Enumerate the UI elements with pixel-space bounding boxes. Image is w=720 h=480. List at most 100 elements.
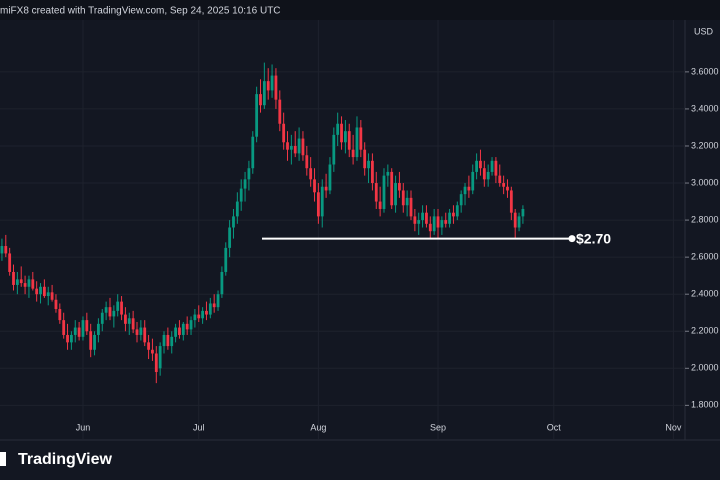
logo-mark — [0, 452, 6, 466]
candle-body — [27, 279, 31, 287]
candle-body — [274, 75, 278, 100]
candle-body — [93, 334, 96, 350]
candle-body — [266, 81, 270, 91]
y-tick-label: 1.8000 — [691, 400, 719, 410]
candle-body — [19, 279, 23, 284]
support-marker — [568, 235, 576, 243]
candle-body — [386, 171, 390, 176]
candle-body — [232, 216, 235, 228]
candle-body — [332, 134, 336, 165]
candle-body — [62, 320, 66, 335]
candle-body — [151, 349, 154, 354]
currency-label: USD — [694, 26, 714, 36]
candle-body — [120, 301, 123, 315]
candle-body — [58, 309, 62, 321]
candle-body — [0, 246, 4, 254]
candle-body — [320, 186, 324, 217]
candle-body — [475, 160, 479, 172]
logo: TradingView — [0, 451, 113, 468]
candle-body — [428, 223, 432, 232]
candle-body — [440, 220, 444, 228]
candle-body — [66, 334, 69, 343]
candle-body — [521, 208, 525, 217]
candle-body — [471, 171, 475, 191]
candle-body — [185, 323, 189, 330]
header-bar — [0, 0, 720, 20]
candle-body — [371, 160, 374, 184]
candle-body — [432, 216, 436, 232]
header-text: miFX8 created with TradingView.com, Sep … — [0, 6, 281, 17]
candle-body — [343, 131, 347, 143]
x-tick-label: Sep — [430, 422, 446, 432]
candle-body — [197, 314, 201, 319]
candle-body — [4, 246, 8, 254]
candle-body — [112, 310, 116, 317]
candle-body — [54, 299, 58, 310]
candle-body — [100, 312, 104, 324]
candle-body — [405, 197, 409, 206]
candle-body — [309, 168, 313, 180]
candle-body — [417, 220, 421, 224]
candle-body — [282, 123, 286, 143]
candle-body — [208, 303, 212, 315]
candle-body — [455, 205, 459, 217]
candle-body — [367, 160, 370, 169]
candle-body — [116, 301, 120, 311]
y-tick-label: 2.4000 — [691, 289, 719, 299]
candle-body — [139, 327, 143, 335]
candle-body — [50, 292, 54, 300]
candle-body — [270, 75, 274, 91]
candle-body — [413, 216, 417, 224]
candle-body — [104, 307, 108, 313]
candle-body — [301, 138, 305, 156]
candle-body — [73, 327, 77, 335]
x-tick-label: Jun — [76, 422, 91, 432]
candle-body — [189, 320, 193, 330]
candle-body — [81, 320, 85, 337]
candle-body — [452, 212, 455, 217]
candle-body — [463, 186, 467, 195]
grid: 1.8000 2.0000 2.2000 2.4000 2.6000 2.8000 3.00… — [0, 20, 719, 440]
candle-body — [347, 131, 351, 150]
candle-body — [506, 186, 509, 191]
candle-body — [305, 155, 309, 169]
y-tick-label: 2.6000 — [691, 252, 719, 262]
candle-body — [494, 160, 498, 176]
candle-body — [39, 286, 42, 295]
candle-body — [513, 212, 517, 228]
candle-body — [85, 320, 89, 332]
candle-body — [243, 179, 247, 189]
candle-body — [23, 283, 27, 287]
candle-body — [340, 123, 343, 143]
candle-body — [127, 318, 131, 324]
candle-body — [467, 186, 471, 191]
y-tick-label: 3.0000 — [691, 177, 719, 187]
candle-body — [89, 331, 93, 350]
candle-body — [482, 168, 486, 180]
candle-body — [108, 307, 112, 317]
x-tick-label: Oct — [547, 422, 562, 432]
candle-body — [158, 346, 162, 369]
candle-body — [162, 334, 166, 347]
candle-body — [220, 271, 224, 295]
candle-body — [425, 212, 428, 224]
candle-body — [8, 253, 12, 272]
candles — [0, 62, 525, 384]
candle-body — [15, 279, 19, 285]
candle-body — [401, 190, 405, 206]
candle-body — [486, 171, 490, 180]
candle-body — [390, 171, 394, 206]
candle-body — [46, 292, 50, 297]
candle-body — [351, 149, 355, 158]
candle-body — [259, 94, 262, 106]
y-tick-label: 3.2000 — [691, 140, 719, 150]
candle-body — [328, 164, 332, 191]
candle-body — [143, 327, 147, 343]
candle-body — [124, 314, 127, 324]
candle-body — [336, 123, 340, 135]
candle-body — [444, 220, 448, 224]
candle-body — [324, 186, 328, 191]
candle-body — [359, 127, 363, 150]
